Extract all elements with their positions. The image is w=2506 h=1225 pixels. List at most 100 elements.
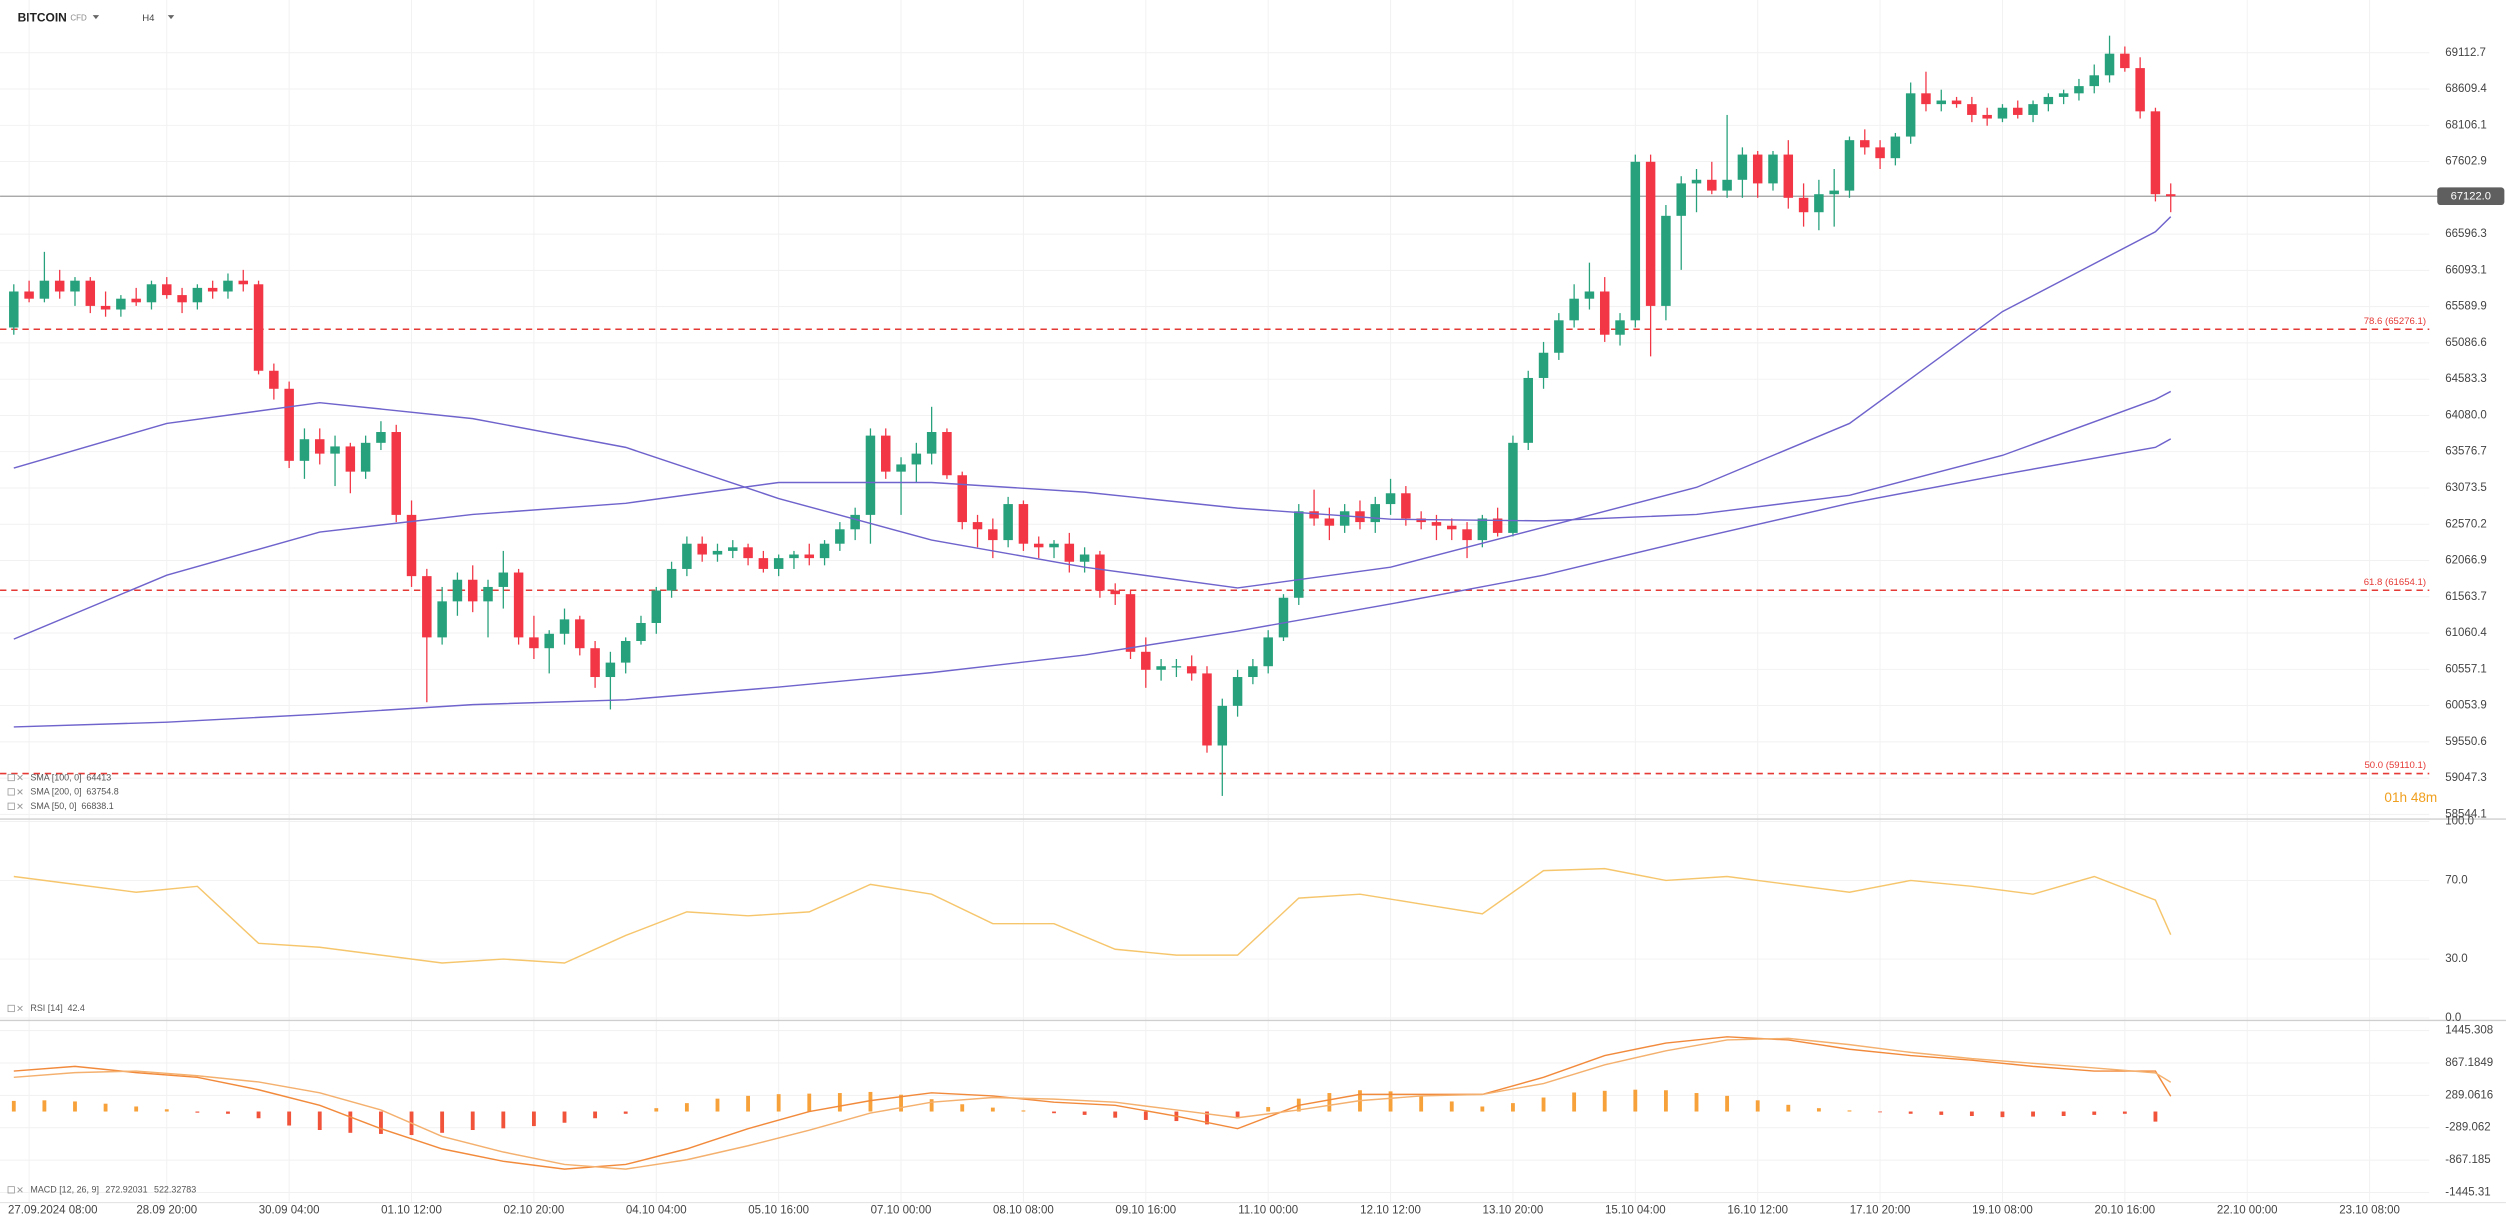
- legend-icon: [17, 1005, 23, 1012]
- candle-body: [452, 579, 463, 602]
- candle-body: [1248, 666, 1258, 678]
- candle-body: [529, 637, 539, 649]
- candle-body: [1676, 183, 1686, 216]
- candle-body: [2058, 93, 2069, 97]
- timeframe[interactable]: H4: [142, 13, 155, 24]
- last-price-tag: [2437, 187, 2505, 206]
- timeframe-dropdown[interactable]: [167, 15, 175, 20]
- candle-body: [1049, 543, 1059, 548]
- macd-histogram-bar: [287, 1111, 292, 1126]
- macd-histogram-bar: [379, 1111, 383, 1134]
- candle-body: [162, 284, 172, 296]
- candle-body: [24, 291, 34, 299]
- candle-body: [9, 291, 19, 328]
- candle-body: [177, 295, 187, 303]
- y-tick-label: 68106.1: [2445, 119, 2487, 131]
- candle-body: [85, 280, 96, 306]
- symbol-dropdown[interactable]: [92, 15, 100, 20]
- candle-body: [483, 586, 493, 602]
- legend-value: 42.4: [67, 1004, 84, 1014]
- y-tick-label: 100.0: [2445, 815, 2474, 827]
- macd-histogram-bar: [501, 1111, 506, 1129]
- candle-body: [926, 432, 937, 454]
- macd-line: [13, 1036, 2172, 1170]
- candle-body: [1003, 504, 1013, 541]
- macd-histogram-bar: [11, 1100, 16, 1112]
- candle-body: [1171, 666, 1182, 668]
- macd-histogram-bar: [1143, 1111, 1148, 1120]
- legend-value: 64413: [86, 773, 111, 783]
- candle-body: [2165, 194, 2176, 197]
- macd-histogram-bar: [929, 1099, 934, 1112]
- y-tick-label: 64583.3: [2445, 373, 2487, 385]
- candle-body: [1860, 140, 1870, 148]
- legend-value: 272.92031: [105, 1185, 147, 1195]
- candle-body: [758, 558, 769, 569]
- macd-histogram-bar: [2031, 1111, 2035, 1117]
- x-tick-label: 28.09 20:00: [136, 1205, 197, 1217]
- candle-body: [1523, 377, 1533, 443]
- macd-histogram-bar: [1021, 1110, 1026, 1112]
- candle-body: [2135, 68, 2145, 112]
- candle-body: [1431, 522, 1442, 526]
- candle-body: [1875, 147, 1885, 159]
- candle-body: [1324, 518, 1335, 526]
- candle-body: [575, 619, 585, 649]
- candle-body: [1294, 511, 1304, 598]
- macd-histogram-bar: [623, 1111, 628, 1114]
- macd-histogram-bar: [837, 1093, 842, 1112]
- candle-body: [2120, 53, 2130, 69]
- fib-level-label: 50.0 (59110.1): [2364, 760, 2426, 771]
- y-tick-label: -289.062: [2445, 1122, 2490, 1134]
- candle-body: [467, 579, 478, 602]
- y-tick-label: 61060.4: [2445, 627, 2487, 639]
- candle-body: [605, 662, 616, 678]
- candle-body: [728, 547, 738, 551]
- macd-histogram-bar: [654, 1108, 659, 1112]
- macd-histogram-bar: [1847, 1110, 1852, 1112]
- macd-histogram-bar: [1052, 1111, 1056, 1114]
- countdown: 01h 48m: [2384, 790, 2437, 805]
- candle-body: [865, 435, 876, 515]
- candle-body: [1844, 140, 1855, 191]
- candle-body: [1951, 100, 1962, 105]
- macd-histogram-bar: [1266, 1107, 1271, 1112]
- y-tick-label: 289.0616: [2445, 1089, 2493, 1101]
- x-tick-label: 19.10 08:00: [1972, 1205, 2033, 1217]
- candle-body: [1752, 154, 1763, 184]
- y-tick-label: 60557.1: [2445, 663, 2487, 675]
- candle-body: [1737, 154, 1748, 180]
- y-tick-label: 63576.7: [2445, 446, 2487, 458]
- macd-histogram-bar: [1786, 1104, 1791, 1112]
- y-tick-label: 58544.1: [2445, 808, 2487, 820]
- macd-histogram-bar: [103, 1103, 108, 1112]
- candle-body: [2074, 86, 2084, 94]
- x-tick-label: 12.10 12:00: [1360, 1205, 1421, 1217]
- macd-histogram-bar: [1388, 1091, 1393, 1112]
- candle-body: [1278, 597, 1289, 638]
- legend-icon: [7, 773, 15, 782]
- candle-body: [1661, 215, 1671, 306]
- macd-histogram-bar: [1113, 1111, 1118, 1118]
- candle-body: [2043, 96, 2054, 105]
- symbol[interactable]: BITCOIN: [18, 11, 67, 25]
- candle-body: [1141, 651, 1151, 670]
- y-tick-label: -867.185: [2445, 1154, 2490, 1166]
- x-tick-label: 16.10 12:00: [1727, 1205, 1788, 1217]
- candle-body: [2013, 107, 2023, 115]
- y-tick-label: 65589.9: [2445, 301, 2487, 313]
- y-tick-label: 64080.0: [2445, 409, 2487, 421]
- candle-body: [712, 550, 723, 555]
- candle-body: [284, 388, 294, 461]
- candle-body: [1156, 666, 1166, 670]
- candle-body: [1385, 493, 1396, 505]
- candle-body: [1416, 518, 1426, 523]
- sma-line: [13, 438, 2172, 728]
- candle-body: [590, 648, 600, 678]
- legend-name: SMA [200, 0]: [30, 787, 81, 797]
- candle-body: [1905, 93, 1916, 137]
- x-tick-label: 07.10 00:00: [871, 1205, 932, 1217]
- legend-value: 63754.8: [86, 787, 118, 797]
